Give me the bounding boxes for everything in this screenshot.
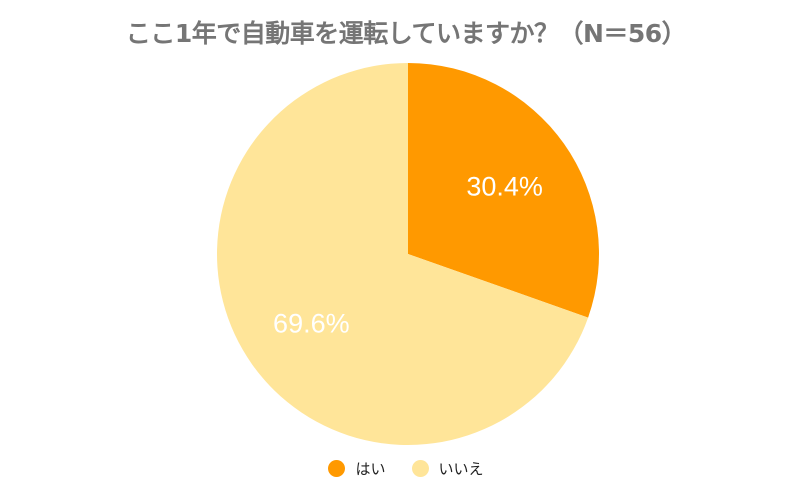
- legend-dot-icon: [328, 460, 346, 477]
- slice-label-yes: 30.4%: [466, 172, 543, 202]
- slice-label-no: 69.6%: [273, 308, 350, 338]
- legend: はい いいえ: [0, 458, 812, 479]
- legend-label: いいえ: [438, 460, 484, 478]
- legend-item-no[interactable]: いいえ: [411, 458, 484, 479]
- legend-dot-icon: [411, 460, 429, 477]
- pie-slice-no[interactable]: [217, 63, 589, 446]
- pie-slice-yes[interactable]: [408, 63, 599, 318]
- chart-title: ここ1年で自動車を運転していますか？（N＝56）: [125, 19, 687, 48]
- legend-label: はい: [355, 460, 386, 478]
- legend-item-yes[interactable]: はい: [328, 458, 386, 479]
